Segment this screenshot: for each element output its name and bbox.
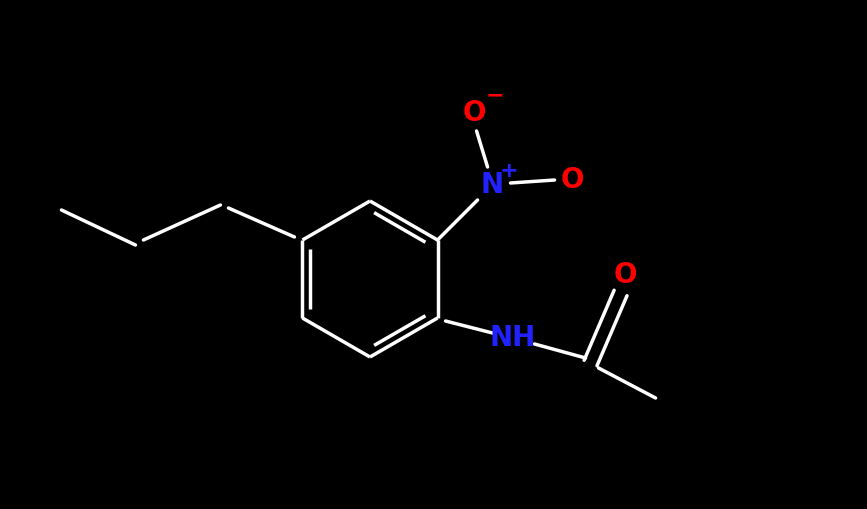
Text: O: O <box>463 99 486 127</box>
Text: O: O <box>561 166 584 194</box>
Text: N: N <box>481 171 504 199</box>
Text: NH: NH <box>490 324 536 352</box>
Text: −: − <box>486 85 504 105</box>
Text: +: + <box>499 161 518 181</box>
Text: O: O <box>614 261 637 289</box>
